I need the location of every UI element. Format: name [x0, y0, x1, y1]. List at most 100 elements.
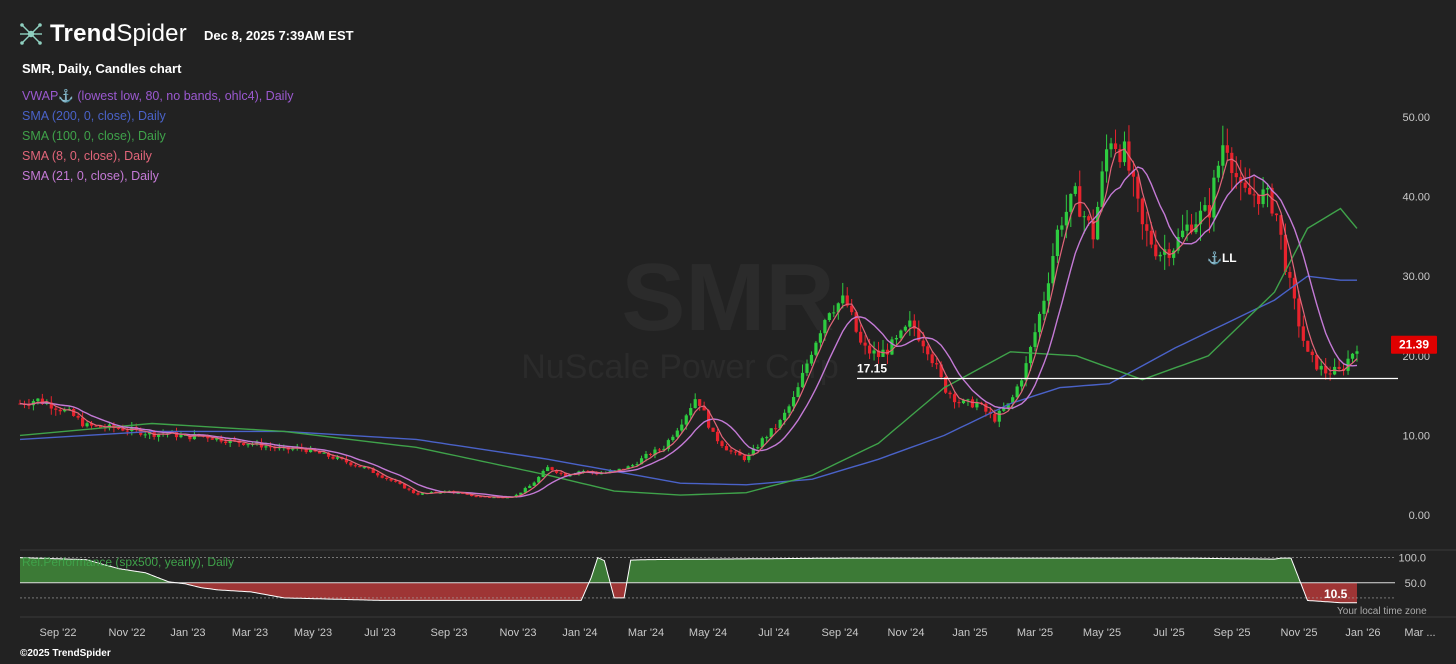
candle-body — [389, 478, 393, 481]
candle-body — [380, 475, 384, 478]
candle-body — [729, 450, 733, 452]
candle-body — [1315, 355, 1319, 370]
candle-body — [394, 480, 398, 482]
candle-body — [537, 476, 541, 483]
candle-body — [264, 446, 268, 448]
candle-body — [791, 397, 796, 407]
candle-body — [563, 473, 568, 477]
candle-body — [626, 466, 630, 470]
candle-body — [1145, 224, 1149, 231]
x-tick-label: Jan '24 — [562, 627, 597, 639]
candle-body — [1274, 213, 1279, 216]
x-tick-label: Sep '25 — [1214, 627, 1251, 639]
rel-performance-positive-fill — [20, 557, 1357, 583]
candle-body — [362, 467, 366, 469]
candle-body — [1176, 237, 1180, 251]
brand-name-bold: Trend — [50, 20, 117, 47]
candle-body — [559, 472, 563, 474]
candle-body — [353, 465, 357, 467]
rel-current-value: 10.5 — [1324, 587, 1348, 601]
candle-body — [233, 439, 237, 441]
candle-body — [1350, 353, 1355, 359]
candle-body — [738, 451, 742, 456]
candle-body — [255, 442, 259, 444]
candle-body — [121, 428, 125, 431]
candle-body — [411, 489, 416, 494]
candle-body — [224, 441, 228, 444]
candle-body — [335, 457, 340, 459]
candle-body — [63, 409, 67, 412]
vwap-anchor-label: ⚓LL — [1207, 251, 1237, 265]
candle-body — [912, 320, 916, 329]
sma-200-line — [19, 275, 1357, 486]
candle-body — [326, 452, 331, 457]
candle-body — [863, 342, 867, 346]
indicator-legend-item[interactable]: SMA (8, 0, close), Daily — [22, 149, 152, 163]
candle-body — [492, 497, 496, 499]
candle-body — [81, 417, 85, 427]
candle-body — [1015, 386, 1019, 398]
spider-logo-icon — [20, 23, 42, 45]
candle-body — [470, 494, 474, 497]
candle-body — [698, 399, 702, 406]
candle-body — [760, 438, 764, 448]
candle-body — [657, 449, 662, 451]
candle-body — [899, 330, 903, 338]
candle-body — [921, 340, 925, 347]
candle-body — [1319, 365, 1323, 370]
candle-body — [903, 326, 907, 331]
indicator-legend-item[interactable]: VWAP⚓ (lowest low, 80, no bands, ohlc4),… — [22, 89, 294, 103]
indicator-legend-item[interactable]: SMA (200, 0, close), Daily — [22, 109, 166, 123]
candle-body — [993, 413, 997, 422]
candle-body — [957, 402, 961, 404]
candle-body — [666, 440, 670, 449]
candle-body — [778, 420, 782, 429]
indicator-legend-item[interactable]: SMA (100, 0, close), Daily — [22, 129, 166, 143]
chart-title: SMR, Daily, Candles chart — [22, 61, 182, 76]
x-tick-label: May '25 — [1083, 627, 1121, 639]
y-tick-label: 40.00 — [1402, 192, 1430, 204]
candle-body — [1154, 244, 1158, 257]
candle-body — [984, 403, 988, 412]
x-tick-label: Jul '23 — [364, 627, 395, 639]
candle-body — [747, 454, 751, 461]
candle-body — [1292, 277, 1296, 299]
candle-body — [970, 399, 975, 408]
candle-body — [58, 409, 62, 412]
candle-body — [827, 313, 831, 321]
candle-body — [94, 425, 98, 427]
candle-body — [210, 438, 214, 440]
candle-body — [997, 410, 1001, 422]
candle-body — [765, 437, 769, 439]
candle-body — [514, 494, 518, 497]
candle-body — [519, 492, 523, 495]
candle-body — [143, 434, 147, 436]
price-badge — [1391, 335, 1437, 354]
candle-body — [1324, 365, 1328, 374]
candle-body — [769, 428, 773, 438]
candle-body — [465, 493, 469, 495]
brand-name-light: Spider — [116, 20, 187, 47]
candle-body — [1225, 145, 1229, 153]
candle-body — [876, 350, 881, 357]
candle-body — [1301, 326, 1305, 341]
indicator-legend-item[interactable]: SMA (21, 0, close), Daily — [22, 169, 159, 183]
candle-body — [1073, 186, 1077, 194]
candle-body — [1328, 373, 1332, 375]
timezone-note: Your local time zone — [1337, 606, 1427, 617]
rel-performance-panel: Rel.Performance (spx500, yearly), Daily 1… — [19, 553, 1427, 617]
x-tick-label: May '23 — [294, 627, 332, 639]
candle-body — [854, 312, 858, 332]
y-tick-label: 30.00 — [1402, 271, 1430, 283]
candle-body — [1002, 408, 1006, 411]
y-tick-label: 50.00 — [1402, 112, 1430, 124]
candle-body — [952, 394, 957, 403]
candle-body — [1087, 216, 1091, 221]
x-tick-label: Mar ... — [1404, 627, 1435, 639]
candle-body — [1122, 141, 1127, 163]
candle-body — [89, 423, 94, 426]
candle-body — [867, 345, 872, 354]
candle-body — [742, 455, 746, 461]
candle-body — [818, 333, 823, 343]
